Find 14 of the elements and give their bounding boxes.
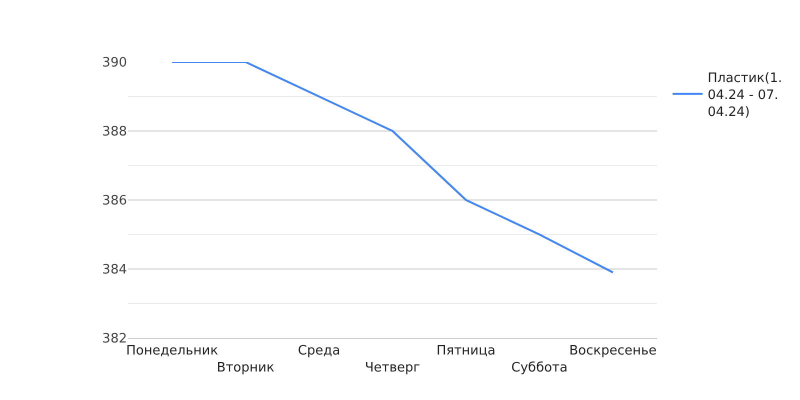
x-tick-label: Суббота — [511, 360, 568, 376]
x-tick-label: Понедельник — [126, 344, 218, 359]
legend-label: Пластик(1.04.24 - 07.04.24) — [708, 71, 782, 120]
y-tick-label: 390 — [102, 56, 127, 71]
line-series — [171, 62, 614, 274]
x-tick-label: Пятница — [436, 344, 496, 359]
x-tick-label: Воскресенье — [569, 344, 657, 359]
y-tick-label: 386 — [102, 194, 127, 209]
x-tick-label: Вторник — [216, 360, 274, 376]
x-tick-label: Среда — [298, 344, 340, 359]
y-tick-label: 382 — [102, 332, 127, 347]
y-tick-label: 388 — [102, 124, 127, 140]
y-tick-label: 384 — [102, 262, 127, 278]
x-tick-label: Четверг — [364, 360, 420, 376]
